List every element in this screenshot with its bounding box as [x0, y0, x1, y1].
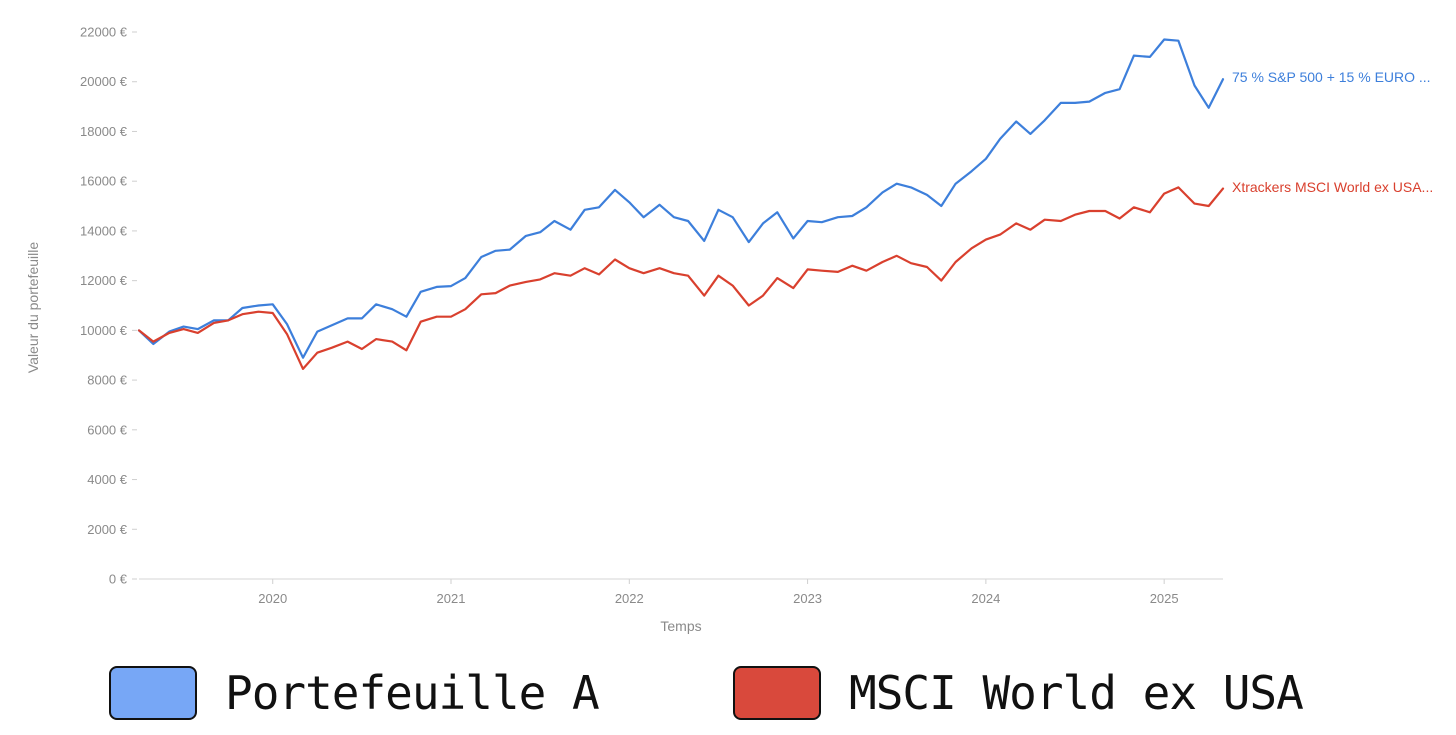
series-end-label-1: 75 % S&P 500 + 15 % EURO ... — [1232, 69, 1431, 85]
series-end-label-2: Xtrackers MSCI World ex USA... — [1232, 179, 1433, 195]
y-tick-label: 6000 € — [87, 422, 128, 437]
y-axis-title: Valeur du portefeuille — [25, 242, 41, 373]
y-tick-label: 22000 € — [80, 25, 128, 40]
legend: Portefeuille A MSCI World ex USA — [0, 662, 1456, 732]
x-tick-label: 2020 — [258, 591, 287, 606]
x-tick-label: 2024 — [971, 591, 1000, 606]
series-group: 75 % S&P 500 + 15 % EURO ... Xtrackers MS… — [137, 38, 1433, 370]
legend-label-msci-world-ex-usa: MSCI World ex USA — [849, 666, 1304, 720]
y-tick-label: 18000 € — [80, 124, 128, 139]
line-chart: 0 € 2000 € 4000 € 6000 € 8000 € 10000 € 12000 … — [25, 25, 1433, 635]
legend-item-portefeuille-a: Portefeuille A — [109, 666, 600, 720]
legend-swatch-red — [733, 666, 821, 720]
y-tick-label: 14000 € — [80, 223, 128, 238]
y-axis: 0 € 2000 € 4000 € 6000 € 8000 € 10000 € 12000 … — [80, 25, 137, 587]
legend-item-msci-world-ex-usa: MSCI World ex USA — [733, 666, 1304, 720]
x-axis: 2020 2021 2022 2023 2024 2025 — [258, 579, 1179, 606]
legend-swatch-blue — [109, 666, 197, 720]
y-tick-label: 16000 € — [80, 174, 128, 189]
series-line-1 — [137, 38, 1225, 359]
x-tick-label: 2023 — [793, 591, 822, 606]
y-tick-label: 0 € — [109, 572, 128, 587]
x-axis-title: Temps — [660, 618, 701, 634]
y-tick-label: 8000 € — [87, 373, 128, 388]
x-tick-label: 2022 — [615, 591, 644, 606]
y-tick-label: 10000 € — [80, 323, 128, 338]
y-tick-label: 4000 € — [87, 472, 128, 487]
series-line-2 — [137, 186, 1225, 370]
y-tick-label: 12000 € — [80, 273, 128, 288]
y-tick-label: 2000 € — [87, 522, 128, 537]
y-tick-label: 20000 € — [80, 74, 128, 89]
x-tick-label: 2025 — [1150, 591, 1179, 606]
legend-label-portefeuille-a: Portefeuille A — [225, 666, 600, 720]
x-tick-label: 2021 — [437, 591, 466, 606]
